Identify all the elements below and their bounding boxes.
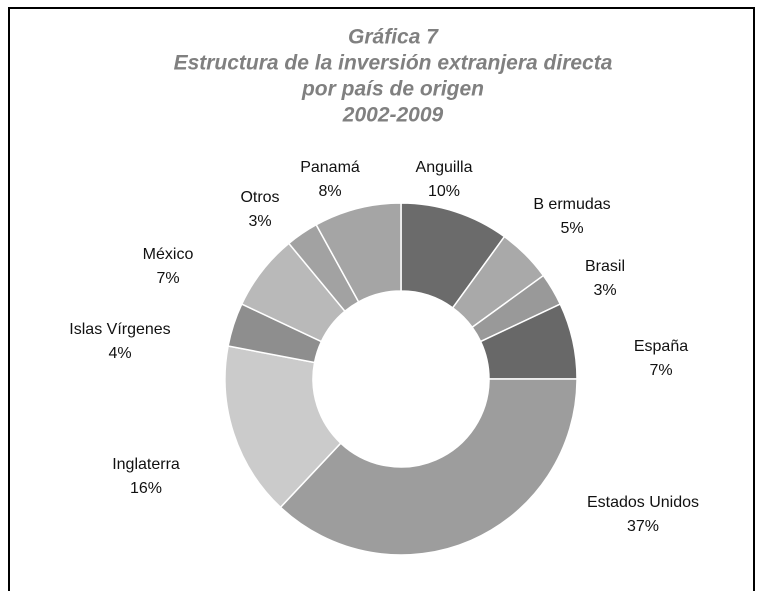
value-label: 3% (593, 282, 616, 299)
donut-segment (315, 202, 402, 303)
chart-title: Gráfica 7 (348, 26, 439, 49)
category-label: Inglaterra (112, 456, 180, 473)
category-label: Otros (240, 189, 279, 206)
donut-segment (279, 378, 578, 556)
value-label: 7% (649, 362, 672, 379)
value-label: 3% (248, 213, 271, 230)
frame (8, 7, 755, 591)
value-label: 4% (108, 345, 131, 362)
chart-title: Estructura de la inversión extranjera di… (174, 52, 613, 75)
category-label: Anguilla (416, 159, 473, 176)
donut-segment (224, 345, 342, 509)
value-label: 10% (428, 183, 460, 200)
category-label: Brasil (585, 258, 625, 275)
value-label: 7% (156, 270, 179, 287)
category-label: B ermudas (533, 196, 610, 213)
category-label: México (143, 246, 194, 263)
chart-title: por país de origen (301, 78, 484, 101)
category-label: Panamá (300, 159, 360, 176)
chart-title: 2002-2009 (342, 104, 444, 127)
value-label: 5% (560, 220, 583, 237)
category-label: Estados Unidos (587, 494, 699, 511)
value-label: 16% (130, 480, 162, 497)
value-label: 37% (627, 518, 659, 535)
value-label: 8% (318, 183, 341, 200)
category-label: España (634, 338, 688, 355)
category-label: Islas Vírgenes (69, 321, 170, 338)
